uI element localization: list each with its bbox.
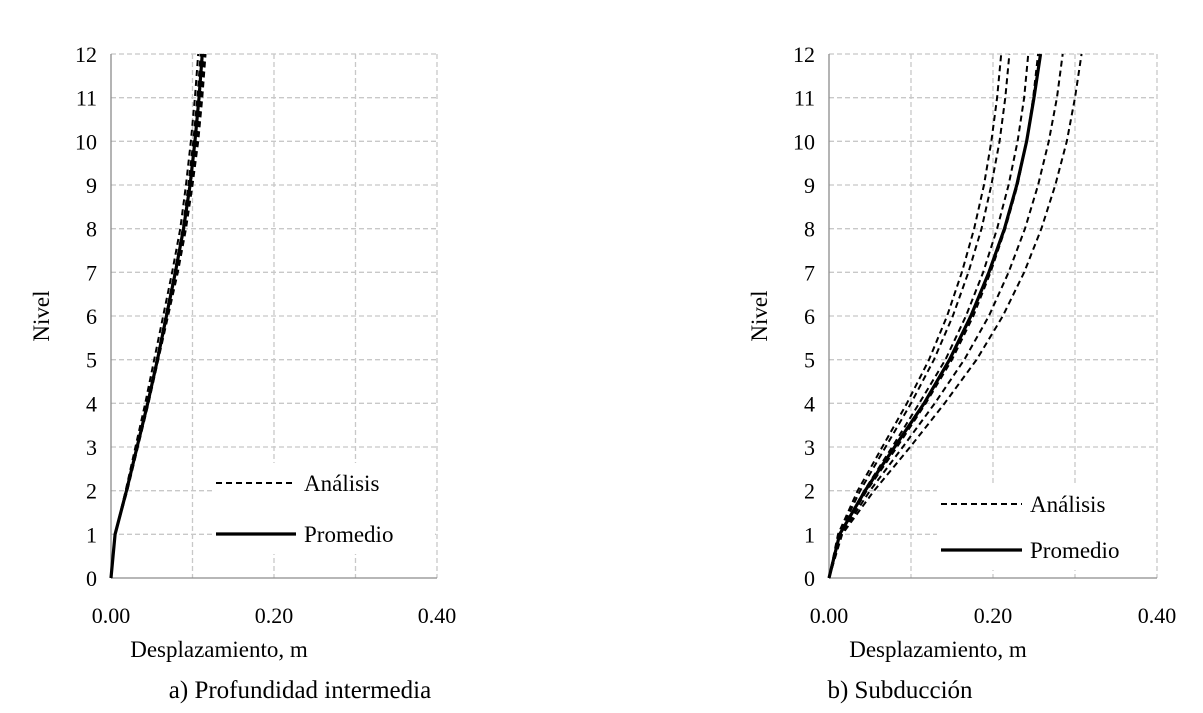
chart-a-legend-box xyxy=(212,463,435,554)
chart-a-x-tick-label: 0.40 xyxy=(418,603,457,628)
chart-b-y-tick-label: 9 xyxy=(804,173,815,198)
chart-a-y-tick-label: 12 xyxy=(75,42,97,67)
chart-a-x-tick-label: 0.20 xyxy=(255,603,294,628)
chart-b-y-tick-label: 1 xyxy=(804,522,815,547)
chart-panel-a: 0 1 2 3 4 5 6 7 8 9 10 11 12 0.00 0.20 0.40 Desplazamien… xyxy=(0,0,600,713)
chart-a-series-analisis-0 xyxy=(110,53,200,579)
chart-b-series-analisis-0 xyxy=(828,53,1003,579)
chart-b-y-tick-label: 0 xyxy=(804,566,815,591)
chart-a-y-tick-label: 11 xyxy=(76,86,97,111)
chart-b-y-tick-label: 11 xyxy=(794,86,815,111)
chart-b-y-tick-label: 8 xyxy=(804,217,815,242)
chart-a-y-tick-label: 6 xyxy=(86,304,97,329)
chart-a-y-tick-label: 10 xyxy=(75,129,97,154)
chart-a-y-tick-label: 2 xyxy=(86,479,97,504)
chart-a-series-analisis-3 xyxy=(110,53,207,579)
chart-a-caption: a) Profundidad intermedia xyxy=(168,677,432,704)
chart-a-y-tick-label: 8 xyxy=(86,217,97,242)
chart-b-series-analisis-5 xyxy=(828,53,1083,579)
chart-b-y-axis-title: Nivel xyxy=(747,290,772,341)
chart-b-y-tick-label: 2 xyxy=(804,479,815,504)
chart-a-y-tick-label: 1 xyxy=(86,522,97,547)
chart-a-y-tick-label: 3 xyxy=(86,435,97,460)
chart-b-x-axis-title: Desplazamiento, m xyxy=(849,637,1027,662)
chart-a-series-analisis-1 xyxy=(110,53,202,579)
chart-a-y-tick-label: 4 xyxy=(86,391,97,416)
chart-b-y-tick-label: 4 xyxy=(804,391,815,416)
chart-b-y-tick-label: 10 xyxy=(793,129,815,154)
chart-a-y-tick-label: 9 xyxy=(86,173,97,198)
chart-b-legend-box xyxy=(937,484,1155,570)
chart-b-legend-label-analisis: Análisis xyxy=(1030,492,1105,517)
chart-a-x-axis-title: Desplazamiento, m xyxy=(130,637,308,662)
chart-b-y-tick-label: 5 xyxy=(804,348,815,373)
chart-b-legend-label-promedio: Promedio xyxy=(1030,538,1119,563)
chart-b-series-analisis-1 xyxy=(828,53,1011,579)
chart-b-y-tick-label: 12 xyxy=(793,42,815,67)
chart-a-series-analisis-2 xyxy=(110,53,205,579)
chart-a-y-axis-title: Nivel xyxy=(29,290,54,341)
chart-a-legend-label-promedio: Promedio xyxy=(304,522,393,547)
chart-b-series-promedio xyxy=(827,53,1043,579)
chart-b-y-tick-label: 7 xyxy=(804,260,815,285)
chart-b-series-analisis-4 xyxy=(828,53,1064,579)
chart-a-y-tick-label: 5 xyxy=(86,348,97,373)
chart-panel-b: 0 1 2 3 4 5 6 7 8 9 10 11 12 0.00 0.20 0.40 Desplazamien… xyxy=(600,0,1200,713)
chart-a-series-promedio xyxy=(109,53,204,579)
chart-b-y-tick-label: 6 xyxy=(804,304,815,329)
chart-a-y-tick-label: 0 xyxy=(86,566,97,591)
chart-b-x-tick-label: 0.20 xyxy=(974,603,1013,628)
chart-b-y-tick-label: 3 xyxy=(804,435,815,460)
chart-a-legend-label-analisis: Análisis xyxy=(304,471,379,496)
chart-b-caption: b) Subducción xyxy=(827,677,973,704)
chart-b-x-tick-label: 0.00 xyxy=(810,603,849,628)
chart-a-y-tick-label: 7 xyxy=(86,260,97,285)
chart-a-x-tick-label: 0.00 xyxy=(92,603,131,628)
chart-b-x-tick-label: 0.40 xyxy=(1138,603,1177,628)
